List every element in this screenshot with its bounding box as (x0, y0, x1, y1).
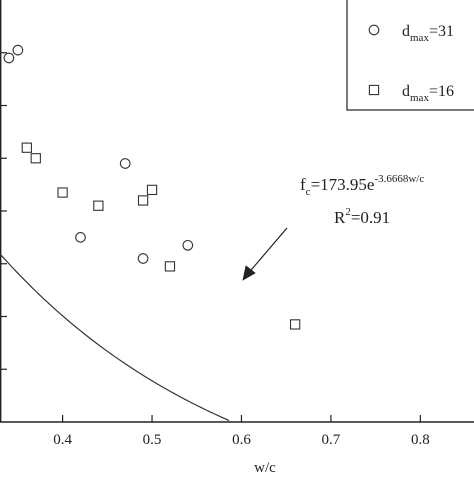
circle-point (3, 52, 15, 64)
legend-circle-marker (368, 24, 380, 36)
axes: 0.4 0.5 0.6 0.7 0.8 (0, 0, 474, 448)
square-point (289, 319, 301, 330)
square-point (57, 187, 68, 198)
x-axis-title: w/c (254, 460, 276, 474)
legend-label: dmax=16 (402, 83, 454, 104)
legend-box (346, 0, 474, 111)
circle-point (12, 44, 24, 56)
legend: dmax=31 dmax=16 (346, 0, 474, 111)
square-point (164, 261, 176, 272)
x-tick-label: 0.5 (143, 432, 162, 448)
annotation: fc=173.95e-3.6668w/c R2=0.91 (242, 173, 424, 281)
fit-curve (0, 253, 230, 422)
r-squared-label: R2=0.91 (334, 206, 390, 227)
square-point (137, 195, 149, 206)
data-points (3, 44, 301, 330)
legend-label: dmax=31 (402, 23, 454, 44)
fit-curve-group (0, 253, 230, 422)
x-tick-label: 0.4 (53, 432, 72, 448)
x-tick-label: 0.8 (411, 432, 430, 448)
square-point (146, 184, 158, 196)
square-point (30, 153, 41, 164)
circle-point (137, 253, 149, 264)
circle-point (119, 158, 131, 169)
square-point (21, 142, 32, 153)
legend-square-marker (368, 84, 380, 96)
annotation-arrow-line (245, 227, 288, 277)
annotation-arrow-head (242, 265, 256, 281)
circle-point (182, 239, 194, 251)
circle-point (75, 232, 86, 243)
x-tick-label: 0.7 (322, 432, 341, 448)
square-point (93, 200, 104, 211)
fit-equation: fc=173.95e-3.6668w/c (300, 173, 424, 198)
x-tick-label: 0.6 (232, 432, 251, 448)
